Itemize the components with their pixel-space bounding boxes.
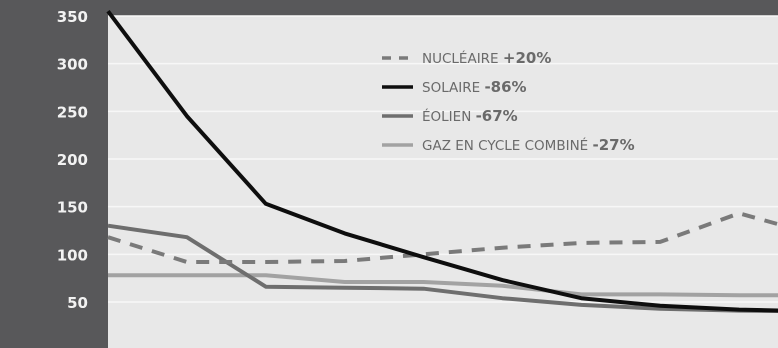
y-tick-label: 250 [57,103,88,121]
series-line-gaz-en-cycle-combin- [108,273,778,298]
legend: NUCLÉAIRE +20% SOLAIRE -86% ÉOLIEN -67% GAZ… [382,49,635,154]
y-axis-ticks: 50 100 150 200 250 300 350 [57,8,88,312]
series-line-solaire [106,9,778,313]
legend-change: -27% [592,136,634,154]
series-lines [106,9,778,314]
legend-label: SOLAIRE -86% [422,78,527,96]
legend-change: +20% [503,49,551,67]
series-line-nucl-aire [107,211,778,264]
legend-change: -86% [484,78,526,96]
legend-label: ÉOLIEN -67% [422,107,518,125]
y-tick-label: 200 [57,151,88,169]
y-tick-label: 50 [67,294,88,312]
y-tick-label: 350 [57,8,88,26]
legend-label: GAZ EN CYCLE COMBINÉ -27% [422,136,635,154]
legend-change: -67% [476,107,518,125]
legend-label: NUCLÉAIRE +20% [422,49,551,67]
gridlines [108,15,778,303]
y-tick-label: 150 [57,199,88,217]
y-tick-label: 100 [57,246,88,264]
y-tick-label: 300 [57,56,88,74]
